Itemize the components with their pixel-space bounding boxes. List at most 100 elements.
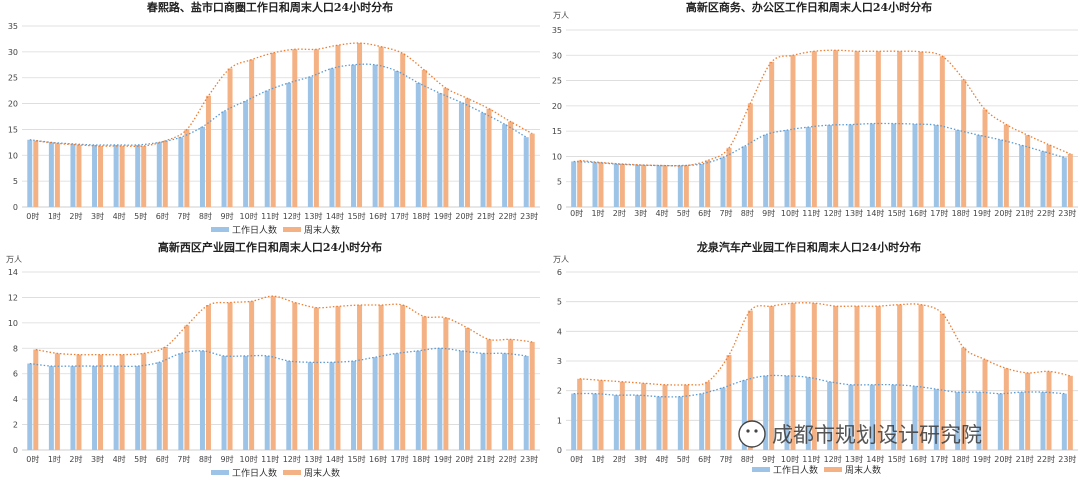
x-tick-label: 0时 [570,454,583,464]
workday-bar-15 [891,384,897,450]
legend-label-workday: 工作日人数 [232,467,277,479]
y-tick-label: 5 [13,177,18,186]
workday-bar-2 [70,143,76,207]
y-tick-label: 8 [13,344,18,353]
x-tick-label: 6时 [698,454,711,464]
workday-bar-8 [199,126,205,207]
chart-title: 高新西区产业园工作日和周末人口24小时分布 [158,240,382,254]
workday-bar-14 [869,123,875,207]
x-tick-label: 17时 [391,454,409,464]
workday-bar-4 [656,396,662,450]
workday-bar-19 [976,135,982,207]
x-tick-label: 14时 [866,454,884,464]
workday-bar-19 [437,93,443,207]
weekend-bar-11 [811,303,817,450]
y-tick-label: 30 [552,51,562,60]
x-tick-label: 2时 [613,454,626,464]
x-tick-label: 2时 [69,211,82,221]
workday-bar-23 [523,137,529,207]
workday-bar-20 [458,350,464,450]
weekend-bar-3 [98,145,104,207]
weekend-bar-1 [54,353,60,450]
x-tick-label: 3时 [634,454,647,464]
x-tick-label: 22时 [499,454,517,464]
weekend-bar-8 [747,310,753,450]
x-tick-label: 1时 [591,208,604,218]
workday-bar-21 [480,112,486,207]
x-tick-label: 11时 [802,454,820,464]
weekend-bar-6 [705,160,711,207]
weekend-bar-20 [1003,368,1009,450]
workday-trend-line [29,63,527,146]
x-tick-label: 20时 [455,211,473,221]
y-tick-label: 4 [13,395,18,404]
workday-bar-4 [113,366,119,450]
y-unit-label: 万人 [553,255,569,264]
x-tick-label: 20时 [994,208,1012,218]
x-tick-label: 11时 [802,208,820,218]
workday-bar-17 [394,353,400,450]
chart-panel-1: 春熙路、盐市口商圈工作日和周末人口24小时分布 0 5 10 15 20 25 30 35 0时 1… [8,0,540,236]
weekend-bar-17 [939,56,945,207]
weekend-bar-6 [705,381,711,450]
workday-bar-3 [92,144,98,207]
x-tick-label: 13时 [845,454,863,464]
weekend-bar-11 [811,51,817,207]
weekend-trend-line [35,42,533,148]
x-tick-label: 19时 [973,454,991,464]
weekend-bar-6 [162,140,168,207]
x-tick-label: 4时 [113,211,126,221]
workday-bar-22 [1040,151,1046,207]
weekend-bar-17 [400,305,406,450]
workday-bar-12 [827,125,833,207]
y-tick-label: 10 [8,151,18,160]
weekend-bar-3 [641,165,647,207]
workday-bar-14 [869,384,875,450]
y-tick-label: 35 [552,26,562,35]
workday-bar-6 [699,393,705,450]
x-tick-label: 8时 [741,454,754,464]
weekend-bar-19 [982,359,988,450]
weekend-bar-3 [98,354,104,450]
workday-bar-15 [351,361,357,450]
workday-bar-7 [178,137,184,207]
weekend-bar-9 [227,68,233,207]
workday-bar-21 [1019,392,1025,450]
weekend-bar-12 [833,306,839,450]
y-tick-label: 2 [557,387,562,396]
workday-bar-10 [784,130,790,207]
x-tick-label: 11时 [261,454,279,464]
weekend-bar-21 [486,339,492,450]
workday-bar-10 [784,375,790,450]
x-tick-label: 7时 [177,211,190,221]
workday-bar-8 [199,350,205,450]
weekend-bar-14 [335,45,341,208]
workday-bar-0 [27,363,33,450]
x-tick-label: 2时 [613,208,626,218]
workday-bar-13 [848,384,854,450]
weekend-bar-4 [662,165,668,207]
workday-bar-20 [997,139,1003,207]
workday-bar-9 [763,134,769,207]
weekend-bar-5 [683,165,689,207]
y-tick-label: 14 [8,268,18,277]
x-tick-label: 16时 [369,211,387,221]
weekend-bar-12 [292,302,298,450]
workday-bar-6 [156,142,162,207]
weekend-bar-23 [529,341,535,450]
workday-bar-16 [372,357,378,450]
workday-bar-23 [1061,157,1067,207]
workday-bar-1 [592,393,598,450]
weekend-bar-7 [184,129,190,207]
chart-title: 春熙路、盐市口商圈工作日和周末人口24小时分布 [147,0,393,14]
weekend-bar-1 [598,162,604,207]
workday-bar-7 [720,387,726,450]
y-tick-label: 5 [557,178,562,187]
x-tick-label: 5时 [677,208,690,218]
weekend-bar-10 [790,303,796,450]
x-tick-label: 12时 [824,208,842,218]
workday-bar-10 [243,100,249,207]
weekend-bar-10 [249,301,255,450]
